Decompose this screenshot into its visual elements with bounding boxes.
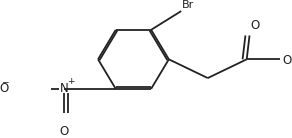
Text: Br: Br bbox=[182, 0, 194, 10]
Text: O: O bbox=[0, 82, 9, 95]
Text: −: − bbox=[1, 77, 8, 86]
Text: N: N bbox=[60, 82, 69, 95]
Text: O: O bbox=[250, 19, 260, 32]
Text: +: + bbox=[67, 77, 74, 86]
Text: O: O bbox=[59, 125, 68, 138]
Text: O: O bbox=[283, 54, 292, 67]
